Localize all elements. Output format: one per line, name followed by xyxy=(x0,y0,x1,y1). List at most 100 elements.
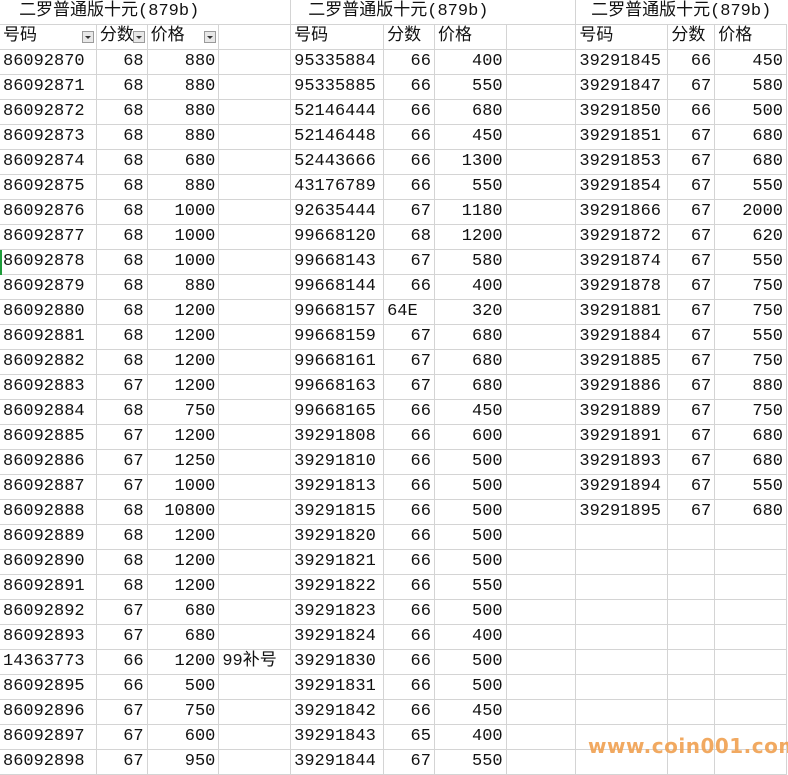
score-cell[interactable]: 67 xyxy=(667,124,716,150)
price-cell[interactable]: 550 xyxy=(433,174,507,200)
number-cell[interactable]: 39291820 xyxy=(290,524,385,550)
score-cell[interactable]: 67 xyxy=(667,324,716,350)
score-cell[interactable]: 67 xyxy=(667,474,716,500)
empty-cell[interactable] xyxy=(505,149,577,175)
number-cell[interactable]: 52146444 xyxy=(290,99,385,125)
score-cell[interactable]: 66 xyxy=(383,474,435,500)
price-cell[interactable]: 1000 xyxy=(146,199,220,225)
price-cell[interactable]: 880 xyxy=(146,49,220,75)
number-cell[interactable]: 39291885 xyxy=(575,349,669,375)
price-cell[interactable]: 1200 xyxy=(146,524,220,550)
empty-cell[interactable] xyxy=(505,449,577,475)
score-cell[interactable]: 67 xyxy=(383,374,435,400)
number-cell[interactable]: 39291894 xyxy=(575,474,669,500)
price-cell[interactable]: 620 xyxy=(714,224,787,250)
price-cell[interactable]: 750 xyxy=(146,699,220,725)
empty-cell[interactable] xyxy=(218,324,292,350)
price-cell[interactable]: 1200 xyxy=(146,374,220,400)
price-cell[interactable]: 580 xyxy=(714,74,787,100)
price-cell[interactable]: 750 xyxy=(146,399,220,425)
number-cell[interactable]: 39291866 xyxy=(575,199,669,225)
number-cell[interactable]: 39291878 xyxy=(575,274,669,300)
price-cell[interactable]: 550 xyxy=(714,324,787,350)
score-cell[interactable]: 68 xyxy=(95,149,148,175)
empty-cell[interactable] xyxy=(505,49,577,75)
empty-cell[interactable] xyxy=(575,549,669,575)
score-cell[interactable]: 66 xyxy=(95,674,148,700)
number-cell[interactable]: 39291815 xyxy=(290,499,385,525)
number-cell[interactable]: 86092880 xyxy=(0,299,97,325)
price-cell[interactable]: 1180 xyxy=(433,199,507,225)
score-cell[interactable]: 67 xyxy=(667,149,716,175)
score-cell[interactable]: 67 xyxy=(667,249,716,275)
price-cell[interactable]: 400 xyxy=(433,274,507,300)
number-cell[interactable]: 86092871 xyxy=(0,74,97,100)
number-cell[interactable]: 39291893 xyxy=(575,449,669,475)
empty-cell[interactable] xyxy=(575,649,669,675)
score-cell[interactable]: 67 xyxy=(383,199,435,225)
empty-cell[interactable] xyxy=(667,524,716,550)
empty-cell[interactable] xyxy=(667,649,716,675)
empty-cell[interactable] xyxy=(667,624,716,650)
price-cell[interactable]: 750 xyxy=(714,399,787,425)
price-cell[interactable]: 450 xyxy=(433,399,507,425)
score-cell[interactable]: 67 xyxy=(667,299,716,325)
score-cell[interactable]: 66 xyxy=(383,49,435,75)
score-cell[interactable]: 67 xyxy=(667,499,716,525)
empty-cell[interactable] xyxy=(505,499,577,525)
score-cell[interactable]: 68 xyxy=(95,299,148,325)
empty-cell[interactable] xyxy=(714,649,787,675)
price-cell[interactable]: 500 xyxy=(433,649,507,675)
score-cell[interactable]: 67 xyxy=(667,274,716,300)
number-cell[interactable]: 99668157 xyxy=(290,299,385,325)
score-cell[interactable]: 66 xyxy=(383,574,435,600)
empty-cell[interactable] xyxy=(218,524,292,550)
score-cell[interactable]: 68 xyxy=(95,399,148,425)
number-cell[interactable]: 86092870 xyxy=(0,49,97,75)
empty-cell[interactable] xyxy=(218,199,292,225)
number-cell[interactable]: 86092882 xyxy=(0,349,97,375)
price-cell[interactable]: 680 xyxy=(146,599,220,625)
price-cell[interactable]: 680 xyxy=(433,349,507,375)
price-cell[interactable]: 680 xyxy=(714,149,787,175)
score-cell[interactable]: 66 xyxy=(383,149,435,175)
empty-cell[interactable] xyxy=(218,749,292,775)
empty-cell[interactable] xyxy=(667,699,716,725)
empty-cell[interactable] xyxy=(218,24,292,50)
number-cell[interactable]: 86092883 xyxy=(0,374,97,400)
empty-cell[interactable] xyxy=(505,749,577,775)
header-number-cell[interactable]: 号码 xyxy=(0,24,97,50)
score-cell[interactable]: 67 xyxy=(383,324,435,350)
price-cell[interactable]: 880 xyxy=(146,99,220,125)
empty-cell[interactable] xyxy=(667,549,716,575)
empty-cell[interactable] xyxy=(575,574,669,600)
number-cell[interactable]: 39291822 xyxy=(290,574,385,600)
header-score-cell[interactable]: 分数 xyxy=(95,24,148,50)
price-cell[interactable]: 680 xyxy=(714,499,787,525)
price-cell[interactable]: 1200 xyxy=(146,549,220,575)
empty-cell[interactable] xyxy=(505,399,577,425)
price-cell[interactable]: 500 xyxy=(146,674,220,700)
price-cell[interactable]: 400 xyxy=(433,724,507,750)
filter-dropdown-icon[interactable] xyxy=(132,31,145,43)
empty-cell[interactable] xyxy=(505,374,577,400)
score-cell[interactable]: 68 xyxy=(95,574,148,600)
score-cell[interactable]: 66 xyxy=(383,674,435,700)
price-cell[interactable]: 600 xyxy=(146,724,220,750)
score-cell[interactable]: 67 xyxy=(667,449,716,475)
number-cell[interactable]: 95335885 xyxy=(290,74,385,100)
number-cell[interactable]: 86092889 xyxy=(0,524,97,550)
empty-cell[interactable] xyxy=(218,224,292,250)
score-cell[interactable]: 67 xyxy=(667,424,716,450)
number-cell[interactable]: 86092873 xyxy=(0,124,97,150)
score-cell[interactable]: 68 xyxy=(95,124,148,150)
price-cell[interactable]: 500 xyxy=(433,499,507,525)
group-title-cell[interactable]: 二罗普通版十元(879b) xyxy=(0,0,219,25)
price-cell[interactable]: 880 xyxy=(146,274,220,300)
empty-cell[interactable] xyxy=(575,699,669,725)
empty-cell[interactable] xyxy=(505,274,577,300)
number-cell[interactable]: 86092897 xyxy=(0,724,97,750)
number-cell[interactable]: 86092887 xyxy=(0,474,97,500)
score-cell[interactable]: 67 xyxy=(383,249,435,275)
number-cell[interactable]: 86092896 xyxy=(0,699,97,725)
